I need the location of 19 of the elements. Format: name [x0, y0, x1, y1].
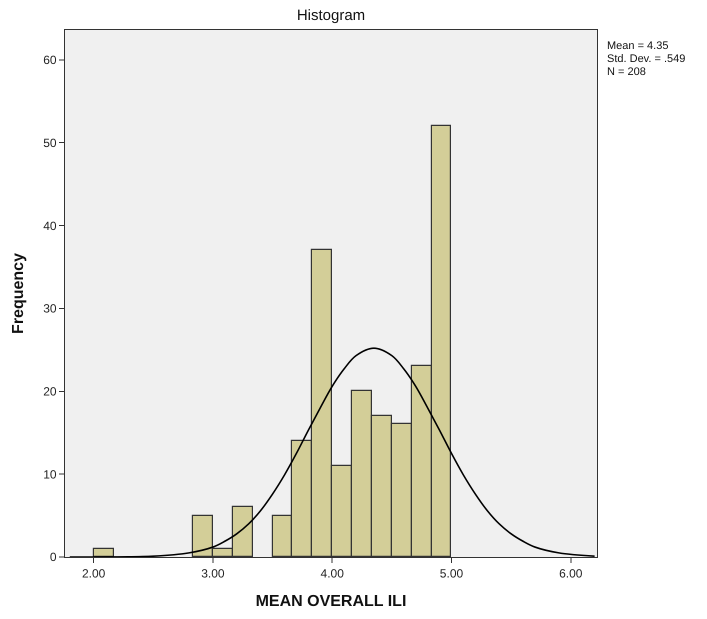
y-tick-label: 10	[43, 467, 57, 482]
x-tick-label: 4.00	[320, 566, 344, 580]
x-axis-title: MEAN OVERALL ILI	[256, 593, 406, 610]
chart-title: Histogram	[296, 6, 366, 24]
x-tick-label: 6.00	[559, 566, 583, 580]
line-series	[68, 347, 596, 557]
y-axis-title: Frequency	[10, 252, 28, 334]
x-tick-label: 3.00	[201, 566, 225, 580]
y-tick-label: 40	[43, 218, 57, 233]
x-tick-label: 2.00	[82, 566, 106, 580]
y-tick-label: 0	[50, 550, 57, 564]
y-tick-label: 30	[43, 302, 57, 316]
y-tick-label: 50	[43, 136, 57, 150]
text: Mean = 4.35	[607, 40, 668, 52]
x-tick-label: 5.00	[440, 566, 464, 580]
text: N = 208	[607, 66, 646, 78]
y-tick-label: 20	[43, 384, 57, 398]
text: Std. Dev. = .549	[607, 53, 686, 65]
y-tick-label: 60	[43, 53, 57, 68]
